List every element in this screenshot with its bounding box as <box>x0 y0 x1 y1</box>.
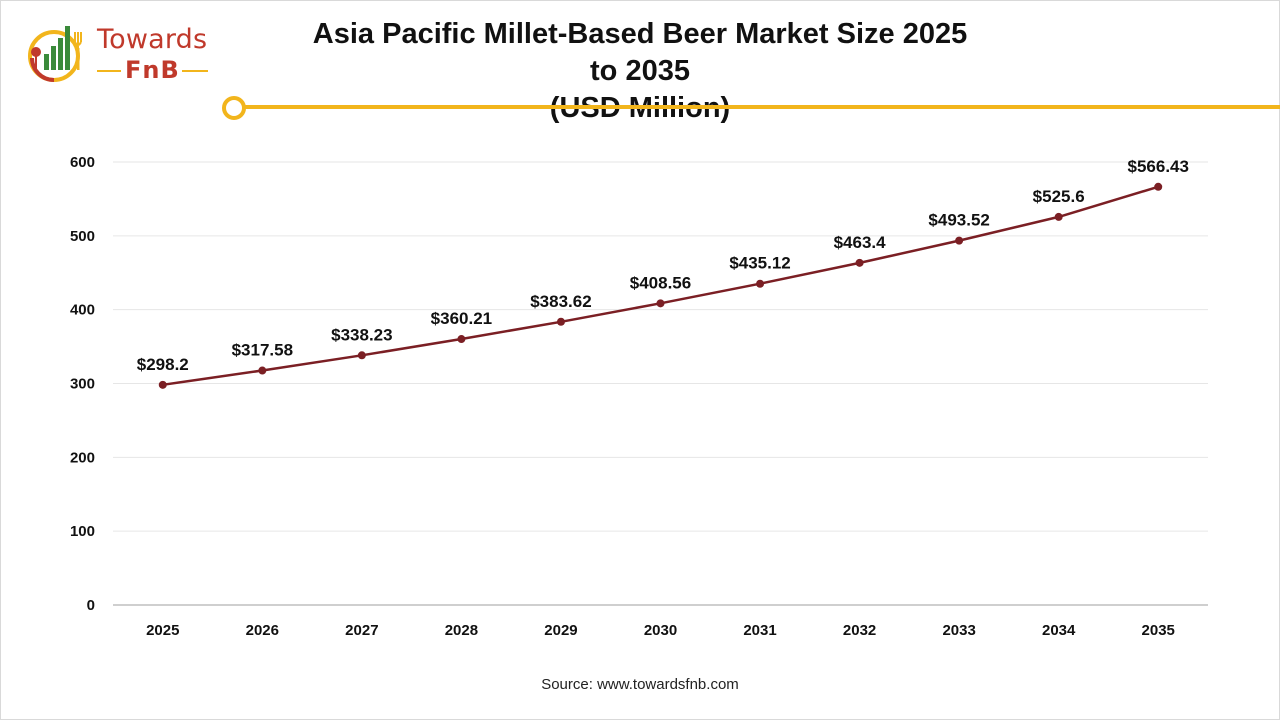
data-label: $408.56 <box>630 273 691 292</box>
chart-title-line-1: Asia Pacific Millet-Based Beer Market Si… <box>312 18 968 87</box>
data-label: $317.58 <box>232 341 293 360</box>
data-label: $566.43 <box>1128 157 1189 176</box>
data-label: $493.52 <box>928 211 989 230</box>
x-tick-label: 2034 <box>1042 622 1076 639</box>
data-point <box>457 335 466 344</box>
data-label: $463.4 <box>834 233 887 252</box>
data-label: $338.23 <box>331 325 392 344</box>
x-tick-label: 2026 <box>246 622 279 639</box>
x-tick-label: 2032 <box>843 622 876 639</box>
data-point <box>357 351 366 360</box>
x-tick-label: 2025 <box>146 622 179 639</box>
decorative-rule <box>242 105 1280 109</box>
y-tick-label: 100 <box>70 523 95 540</box>
x-tick-label: 2035 <box>1142 622 1175 639</box>
source-note: Source: www.towardsfnb.com <box>541 676 739 693</box>
data-point <box>955 236 964 245</box>
data-label: $383.62 <box>530 292 591 311</box>
logo-rule-right <box>182 70 208 72</box>
x-tick-label: 2031 <box>743 622 776 639</box>
logo-rule-left <box>97 70 121 72</box>
x-tick-label: 2028 <box>445 622 478 639</box>
y-tick-label: 600 <box>70 154 95 171</box>
data-label: $435.12 <box>729 254 790 273</box>
data-point <box>556 317 565 326</box>
logo-text-fnb: FnB <box>125 56 180 84</box>
y-tick-label: 400 <box>70 302 95 319</box>
x-tick-label: 2030 <box>644 622 677 639</box>
x-tick-label: 2033 <box>942 622 975 639</box>
y-tick-label: 0 <box>87 597 95 614</box>
data-point <box>1154 182 1163 191</box>
data-label: $298.2 <box>137 355 189 374</box>
data-label: $525.6 <box>1033 187 1085 206</box>
logo-icon <box>28 26 82 82</box>
data-point <box>158 380 167 389</box>
y-tick-label: 300 <box>70 376 95 393</box>
y-tick-label: 200 <box>70 449 95 466</box>
data-point <box>656 299 665 308</box>
x-tick-label: 2029 <box>544 622 577 639</box>
decorative-ring-icon <box>222 96 246 120</box>
logo-text-towards: Towards <box>97 24 208 55</box>
x-tick-label: 2027 <box>345 622 378 639</box>
data-label: $360.21 <box>431 309 492 328</box>
data-point <box>756 279 765 288</box>
data-point <box>855 258 864 267</box>
data-point <box>1054 212 1063 221</box>
brand-logo: Towards FnB <box>24 18 224 90</box>
y-tick-label: 500 <box>70 228 95 245</box>
data-point <box>258 366 267 375</box>
